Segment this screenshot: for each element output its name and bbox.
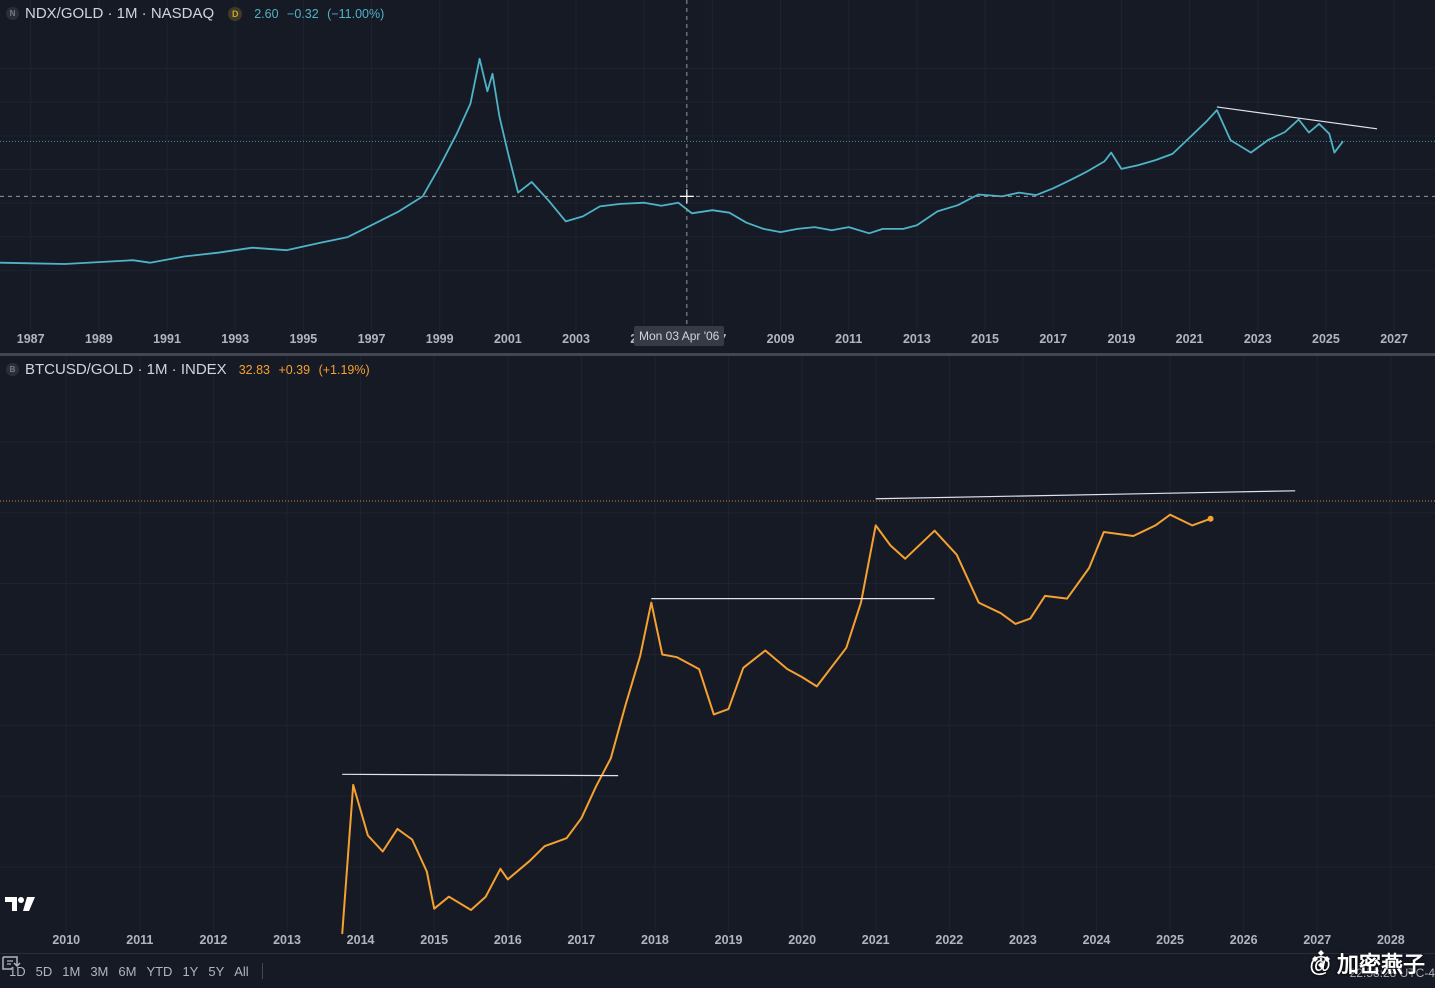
x-tick-label: 2025 [1312,332,1340,346]
crosshair-cursor-icon [679,189,694,204]
x-tick-label: 2019 [1108,332,1136,346]
x-tick-label: 2003 [562,332,590,346]
compare-icon[interactable] [0,954,22,972]
series-line [341,513,1211,935]
clock-timestamp[interactable]: 22:58:28 UTC-4 [1349,966,1435,980]
price-change-pct: (−11.00%) [327,6,385,21]
price-change: −0.32 [287,6,319,21]
x-tick-label: 2023 [1244,332,1272,346]
x-tick-label: 2027 [1380,332,1408,346]
x-tick-label: 2025 [1156,933,1184,947]
price-change-pct: (+1.19%) [318,362,370,377]
interval-badge[interactable]: D [228,6,243,21]
chart-grid [0,0,1435,331]
x-tick-label: 2028 [1377,933,1405,947]
time-range-toolbar: 1D 5D 1M 3M 6M YTD 1Y 5Y All [0,953,1435,988]
btc-gold-chart[interactable]: 2010 2011 2012 2013 2014 2015 2016 2017 2018 2019… [0,356,1435,953]
x-tick-label: 2011 [835,332,862,346]
x-tick-label: 2015 [420,933,448,947]
ndx-gold-chart[interactable]: 1987198919911993199519971999200120032005… [0,0,1435,353]
x-tick-label: 2013 [903,332,931,346]
trendline [1216,106,1378,130]
x-tick-label: 2011 [126,933,153,947]
x-tick-label: 2026 [1230,933,1258,947]
tradingview-logo-icon[interactable] [4,895,36,913]
x-tick-label: 2015 [971,332,999,346]
x-tick-label: 1997 [358,332,386,346]
symbol-title[interactable]: NDX/GOLD · 1M · NASDAQ [25,5,215,22]
last-value-dot [1207,515,1214,522]
x-tick-label: 2001 [494,332,522,346]
series-line [0,57,1344,265]
crosshair-date-label: Mon 03 Apr '06 [634,326,725,346]
x-tick-label: 2027 [1303,933,1331,947]
range-button-1d[interactable]: 1D [9,963,26,979]
range-button-all[interactable]: All [234,963,249,979]
legend-values: 2.60 −0.32 (−11.00%) [254,7,389,21]
range-button-3m[interactable]: 3M [90,963,109,979]
symbol-title[interactable]: BTCUSD/GOLD · 1M · INDEX [25,361,227,378]
x-tick-label: 2018 [641,933,669,947]
symbol-badge: N [6,7,19,20]
watermark: @ 加密燕子 [1309,947,1425,979]
x-tick-label: 1991 [153,332,181,346]
x-tick-label: 1989 [85,332,113,346]
range-button-1m[interactable]: 1M [62,963,81,979]
watermark-text: @ 加密燕子 [1309,952,1425,977]
toolbar-divider [261,963,263,979]
last-price: 2.60 [254,6,279,21]
x-tick-label: 2017 [1039,332,1067,346]
x-tick-label: 2010 [52,933,80,947]
x-tick-label: 2021 [862,933,890,947]
symbol-badge: B [6,363,19,376]
chart-grid [0,356,1435,932]
range-button-6m[interactable]: 6M [118,963,137,979]
x-tick-label: 2014 [347,933,375,947]
x-tick-label: 2009 [767,332,795,346]
x-tick-label: 2012 [200,933,228,947]
x-tick-label: 2022 [935,933,963,947]
btc-gold-chart-pane[interactable]: 2010 2011 2012 2013 2014 2015 2016 2017 2018 2019… [0,356,1435,953]
price-change: +0.39 [278,362,311,377]
range-button-5y[interactable]: 5Y [208,963,225,979]
x-tick-label: 2013 [273,933,301,947]
last-price: 32.83 [238,362,270,377]
range-button-5d[interactable]: 5D [35,963,53,979]
x-tick-label: 1993 [221,332,249,346]
x-tick-label: 2023 [1009,933,1037,947]
x-tick-label: 2021 [1176,332,1204,346]
range-button-1y[interactable]: 1Y [182,963,199,979]
x-tick-label: 2016 [494,933,522,947]
x-tick-label: 2019 [715,933,743,947]
x-tick-label: 2017 [567,933,595,947]
bottom-legend: B BTCUSD/GOLD · 1M · INDEX 32.83 +0.39 (… [6,361,375,378]
trendline [342,773,619,777]
trendline [875,490,1296,500]
top-legend: N NDX/GOLD · 1M · NASDAQ D 2.60 −0.32 (−… [6,5,389,22]
x-tick-label: 2020 [788,933,816,947]
pane-divider[interactable] [0,353,1435,356]
range-button-ytd[interactable]: YTD [146,963,173,979]
x-tick-label: 1999 [426,332,454,346]
ndx-gold-chart-pane[interactable]: 1987198919911993199519971999200120032005… [0,0,1435,353]
x-tick-label: 1995 [289,332,317,346]
x-tick-label: 2024 [1083,933,1111,947]
x-tick-label: 1987 [17,332,45,346]
binance-logo-icon [1312,950,1331,968]
legend-values: 32.83 +0.39 (+1.19%) [239,363,375,377]
